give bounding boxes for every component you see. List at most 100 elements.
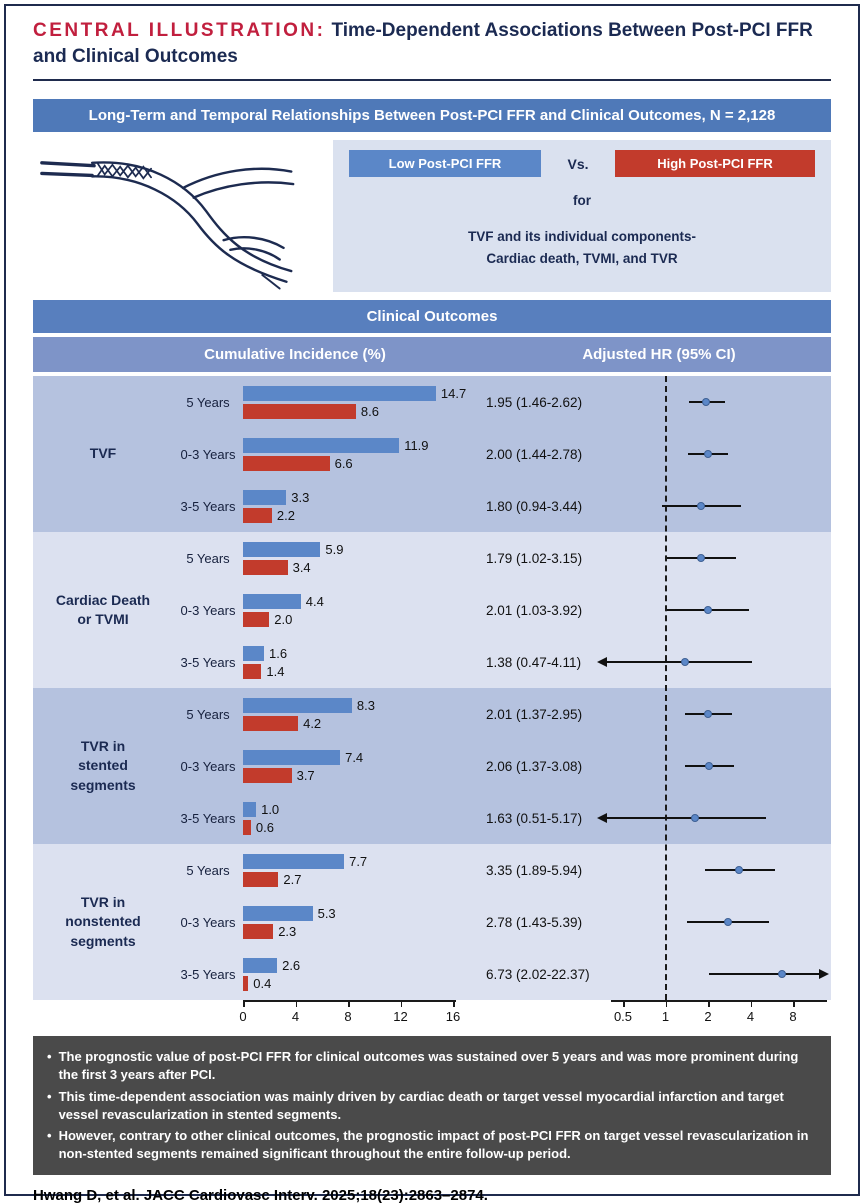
- hr-ci-text: 2.01 (1.03-3.92): [486, 602, 583, 618]
- hr-ci-text: 2.00 (1.44-2.78): [486, 446, 583, 462]
- bar-low-ffr: [243, 489, 287, 505]
- bar-pair: 4.4 2.0: [243, 584, 478, 636]
- bar-row: 2.3: [243, 923, 478, 939]
- legend-row: Low Post-PCI FFR Vs. High Post-PCI FFR: [349, 150, 815, 178]
- bar-row: 3.7: [243, 767, 478, 783]
- arrow-right-icon: [819, 969, 829, 980]
- bar-value-label: 1.6: [269, 645, 288, 661]
- bar-row: 4.2: [243, 715, 478, 731]
- outcome-group-label: Cardiac Death or TVMI: [55, 591, 151, 628]
- bar-row: 8.3: [243, 697, 478, 713]
- bar-low-ffr: [243, 437, 400, 453]
- forest-plot-cell: [613, 844, 831, 896]
- bar-pair: 3.3 2.2: [243, 480, 478, 532]
- legend-description-line1: TVF and its individual components-: [467, 229, 696, 245]
- bar-high-ffr: [243, 611, 270, 627]
- outcome-group: TVR in stented segments 5 Years 8.3 4.2 2.01…: [33, 688, 831, 845]
- bar-row: 5.3: [243, 905, 478, 921]
- bar-row: 2.6: [243, 957, 478, 973]
- bar-value-label: 0.4: [253, 975, 272, 991]
- outcome-group: Cardiac Death or TVMI 5 Years 5.9 3.4 1.79 (…: [33, 532, 831, 689]
- bar-row: 7.4: [243, 749, 478, 765]
- bar-row: 3.4: [243, 559, 478, 575]
- bar-row: 1.4: [243, 663, 478, 679]
- bar-value-label: 7.4: [345, 749, 364, 765]
- bar-value-label: 1.4: [266, 663, 285, 679]
- bullet-icon: •: [47, 1049, 52, 1065]
- bar-value-label: 2.7: [283, 871, 302, 887]
- hr-ci-text: 6.73 (2.02-22.37): [486, 966, 590, 982]
- forest-plot-cell: [613, 480, 831, 532]
- hr-ci-text: 1.95 (1.46-2.62): [486, 394, 583, 410]
- bar-axis-line: [243, 1000, 456, 1003]
- hr-axis-tick: [708, 1002, 710, 1008]
- bar-pair: 11.9 6.6: [243, 428, 478, 480]
- outcome-group-label: TVR in stented segments: [70, 737, 136, 794]
- bar-pair: 1.6 1.4: [243, 636, 478, 688]
- forest-plot-cell: [613, 584, 831, 636]
- period-label: 5 Years: [186, 394, 230, 410]
- takeaway-text: The prognostic value of post-PCI FFR for…: [58, 1049, 799, 1083]
- hr-axis-tick-label: 0.5: [613, 1009, 633, 1025]
- forest-plot-cell: [613, 740, 831, 792]
- bar-low-ffr: [243, 593, 301, 609]
- bar-value-label: 7.7: [349, 853, 368, 869]
- bar-pair: 7.4 3.7: [243, 740, 478, 792]
- arrow-left-icon: [597, 813, 607, 824]
- bar-row: 3.3: [243, 489, 478, 505]
- bar-row: 1.0: [243, 801, 478, 817]
- eyebrow-label: CENTRAL ILLUSTRATION:: [33, 20, 326, 41]
- legend-description: TVF and its individual components- Cardi…: [349, 226, 815, 269]
- bar-row: 1.6: [243, 645, 478, 661]
- period-label: 0-3 Years: [180, 602, 236, 618]
- bar-value-label: 0.6: [255, 819, 274, 835]
- bar-value-label: 5.9: [325, 541, 344, 557]
- bar-value-label: 3.3: [291, 489, 310, 505]
- bar-row: 5.9: [243, 541, 478, 557]
- bar-high-ffr: [243, 767, 292, 783]
- bar-low-ffr: [243, 697, 352, 713]
- bar-value-label: 1.0: [261, 801, 280, 817]
- bar-axis-tick: [243, 1002, 245, 1008]
- bar-high-ffr: [243, 819, 251, 835]
- bar-row: 2.2: [243, 507, 478, 523]
- bar-pair: 2.6 0.4: [243, 948, 478, 1000]
- hr-axis-tick-label: 8: [789, 1009, 797, 1025]
- hr-point: [735, 866, 744, 875]
- forest-plot-cell: [597, 636, 831, 688]
- bar-low-ffr: [243, 905, 313, 921]
- bar-high-ffr: [243, 663, 262, 679]
- hr-point: [701, 398, 710, 407]
- period-label: 3-5 Years: [180, 654, 236, 670]
- bar-value-label: 8.3: [356, 697, 375, 713]
- bar-value-label: 8.6: [360, 403, 379, 419]
- legend-panel: Low Post-PCI FFR Vs. High Post-PCI FFR f…: [333, 140, 831, 293]
- bar-high-ffr: [243, 975, 249, 991]
- hr-axis-tick: [665, 1002, 667, 1008]
- bar-row: 11.9: [243, 437, 478, 453]
- hr-point: [703, 450, 712, 459]
- bar-low-ffr: [243, 541, 321, 557]
- forest-plot-cell: [597, 792, 831, 844]
- bar-row: 6.6: [243, 455, 478, 471]
- hr-axis-tick: [750, 1002, 752, 1008]
- bar-low-ffr: [243, 385, 436, 401]
- period-label: 5 Years: [186, 706, 230, 722]
- bar-value-label: 3.7: [296, 767, 315, 783]
- hr-axis-tick-label: 1: [661, 1009, 670, 1025]
- hr-point: [703, 606, 712, 615]
- column-header-adjusted-hr: Adjusted HR (95% CI): [582, 346, 736, 364]
- bar-axis-tick-label: 0: [239, 1009, 247, 1025]
- forest-plot-cell: [613, 896, 831, 948]
- bar-value-label: 2.0: [274, 611, 293, 627]
- bar-high-ffr: [243, 403, 356, 419]
- hr-point: [696, 554, 705, 563]
- hr-ci-text: 2.78 (1.43-5.39): [486, 914, 583, 930]
- bar-axis-tick-label: 4: [291, 1009, 300, 1025]
- period-label: 3-5 Years: [180, 810, 236, 826]
- bar-value-label: 6.6: [334, 455, 353, 471]
- forest-plot-cell: [613, 428, 831, 480]
- hr-point: [723, 918, 732, 927]
- hr-point: [777, 970, 786, 979]
- bar-high-ffr: [243, 455, 330, 471]
